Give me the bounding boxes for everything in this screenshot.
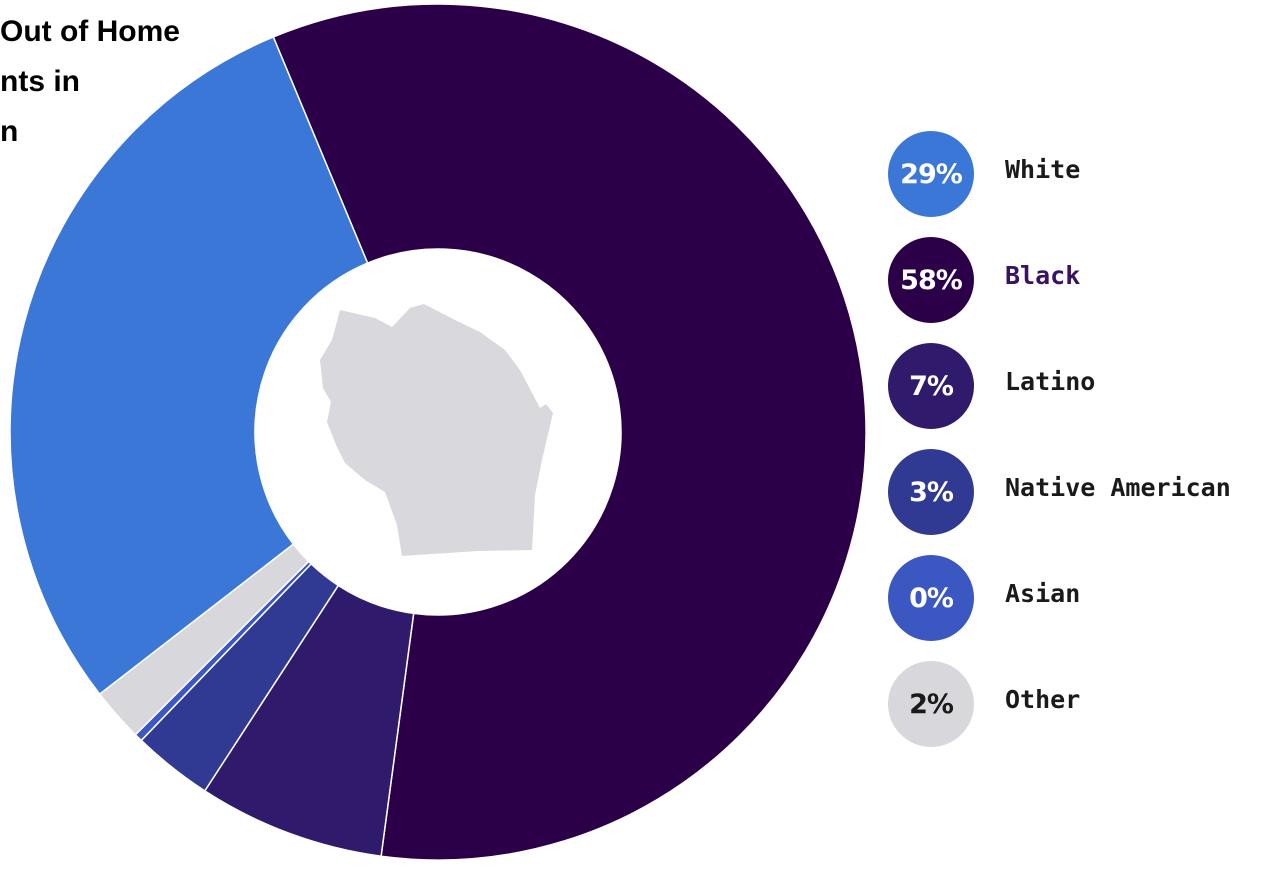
legend-label: Other	[1005, 685, 1081, 714]
legend-item-black: 58% Black	[888, 237, 1268, 323]
donut-slices	[9, 3, 867, 861]
legend-label: Black	[1005, 261, 1081, 290]
legend-percent: 3%	[909, 476, 954, 508]
chart-title-line: nts in	[0, 65, 80, 98]
legend-percent: 0%	[909, 582, 954, 614]
legend-label: Asian	[1005, 579, 1081, 608]
legend-item-asian: 0% Asian	[888, 555, 1268, 641]
legend-percent: 29%	[900, 158, 963, 190]
legend-item-latino: 7% Latino	[888, 343, 1268, 429]
legend-percent: 58%	[900, 264, 963, 296]
legend-swatch: 0%	[888, 555, 974, 641]
legend-percent: 7%	[909, 370, 954, 402]
chart-title-line: Out of Home	[0, 15, 180, 48]
legend-label: Native American	[1005, 473, 1231, 502]
legend-item-other: 2% Other	[888, 661, 1268, 747]
legend-swatch: 29%	[888, 131, 974, 217]
legend-percent: 2%	[909, 688, 954, 720]
wisconsin-state-icon	[320, 304, 553, 556]
chart-title-line: n	[0, 115, 19, 148]
legend-label: White	[1005, 155, 1081, 184]
legend-item-native-american: 3% Native American	[888, 449, 1268, 535]
legend-item-white: 29% White	[888, 131, 1268, 217]
legend-swatch: 7%	[888, 343, 974, 429]
legend-swatch: 2%	[888, 661, 974, 747]
legend-label: Latino	[1005, 367, 1096, 396]
legend-swatch: 58%	[888, 237, 974, 323]
legend-swatch: 3%	[888, 449, 974, 535]
